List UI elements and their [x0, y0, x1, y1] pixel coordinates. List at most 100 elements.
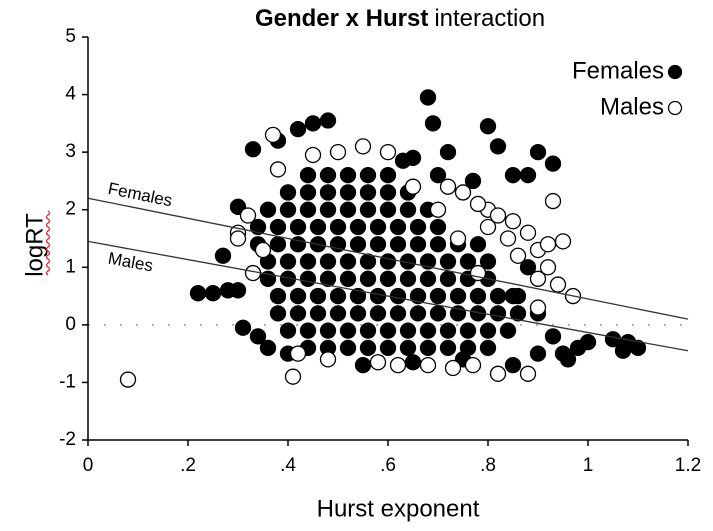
filled-point [279, 253, 297, 270]
filled-point [464, 172, 482, 190]
filled-point [419, 339, 437, 357]
filled-point [304, 115, 322, 132]
open-point [499, 230, 517, 247]
filled-point [439, 143, 457, 161]
filled-point [289, 120, 307, 138]
filled-point [559, 351, 577, 368]
x-tick-label: 0 [83, 455, 94, 476]
filled-point [394, 152, 412, 169]
filled-point [269, 287, 287, 305]
open-point [389, 357, 407, 374]
filled-point [329, 287, 347, 305]
y-axis-label: logRT [21, 213, 48, 277]
filled-point [469, 287, 487, 305]
open-point [429, 201, 447, 218]
fit-line-label: Females [106, 179, 174, 211]
filled-point [379, 322, 397, 339]
y-tick-label: 3 [65, 141, 76, 162]
filled-point [309, 287, 327, 305]
filled-point [229, 282, 247, 299]
spellcheck-underline [45, 210, 51, 276]
filled-point [359, 339, 377, 357]
filled-point [289, 287, 307, 305]
open-point [509, 247, 527, 264]
filled-point [269, 218, 287, 236]
legend-marker [667, 100, 683, 116]
filled-point [319, 112, 337, 129]
filled-point [259, 339, 277, 357]
filled-point [339, 201, 357, 218]
open-point [284, 368, 302, 385]
filled-point [399, 339, 417, 357]
filled-point [369, 305, 387, 322]
legend-marker [667, 64, 683, 80]
filled-point [504, 287, 522, 305]
y-tick-label: 0 [65, 314, 76, 335]
filled-point [479, 253, 497, 270]
filled-point [359, 201, 377, 218]
filled-point [369, 218, 387, 236]
filled-point [269, 305, 287, 322]
filled-point [419, 322, 437, 339]
open-point [519, 224, 537, 241]
filled-point [409, 236, 427, 253]
open-point [254, 241, 272, 259]
open-point [289, 345, 307, 362]
filled-point [319, 201, 337, 218]
open-point [369, 354, 387, 371]
filled-point [279, 184, 297, 201]
open-point [504, 213, 522, 230]
filled-point [339, 270, 357, 287]
filled-point [419, 253, 437, 270]
filled-point [354, 357, 372, 374]
filled-point [519, 259, 537, 276]
filled-point [409, 287, 427, 305]
filled-point [459, 253, 477, 270]
filled-point [244, 141, 262, 158]
filled-point [379, 339, 397, 357]
filled-point [489, 287, 507, 305]
open-point [529, 270, 547, 287]
open-point [489, 365, 507, 382]
y-tick-label: 4 [65, 84, 76, 105]
filled-point [214, 247, 232, 264]
filled-point [389, 218, 407, 236]
filled-point [399, 270, 417, 287]
open-point [354, 138, 372, 155]
filled-point [339, 184, 357, 201]
legend-label: Females [572, 57, 664, 84]
filled-point [299, 167, 317, 184]
filled-point [189, 285, 207, 302]
fit-line [87, 197, 689, 320]
filled-point [489, 138, 507, 155]
filled-point [339, 339, 357, 357]
filled-point [504, 167, 522, 184]
filled-point [379, 184, 397, 201]
filled-point [309, 218, 327, 236]
x-tick-label: .8 [480, 455, 496, 476]
filled-point [449, 287, 467, 305]
points [119, 89, 647, 388]
filled-point [499, 322, 517, 339]
filled-point [319, 253, 337, 270]
filled-point [259, 201, 277, 218]
open-point [229, 230, 247, 247]
filled-point [359, 270, 377, 287]
filled-point [429, 236, 447, 253]
filled-point [479, 339, 497, 357]
filled-point [439, 270, 457, 287]
filled-point [279, 201, 297, 218]
filled-point [519, 167, 537, 184]
filled-point [389, 236, 407, 253]
filled-point [234, 319, 252, 336]
open-point [239, 207, 257, 224]
filled-point [389, 287, 407, 305]
filled-point [544, 328, 562, 345]
open-point [404, 178, 422, 195]
filled-point [409, 305, 427, 322]
filled-point [509, 305, 527, 322]
filled-point [379, 270, 397, 287]
filled-point [379, 201, 397, 218]
x-tick-label: 1.2 [675, 455, 701, 476]
